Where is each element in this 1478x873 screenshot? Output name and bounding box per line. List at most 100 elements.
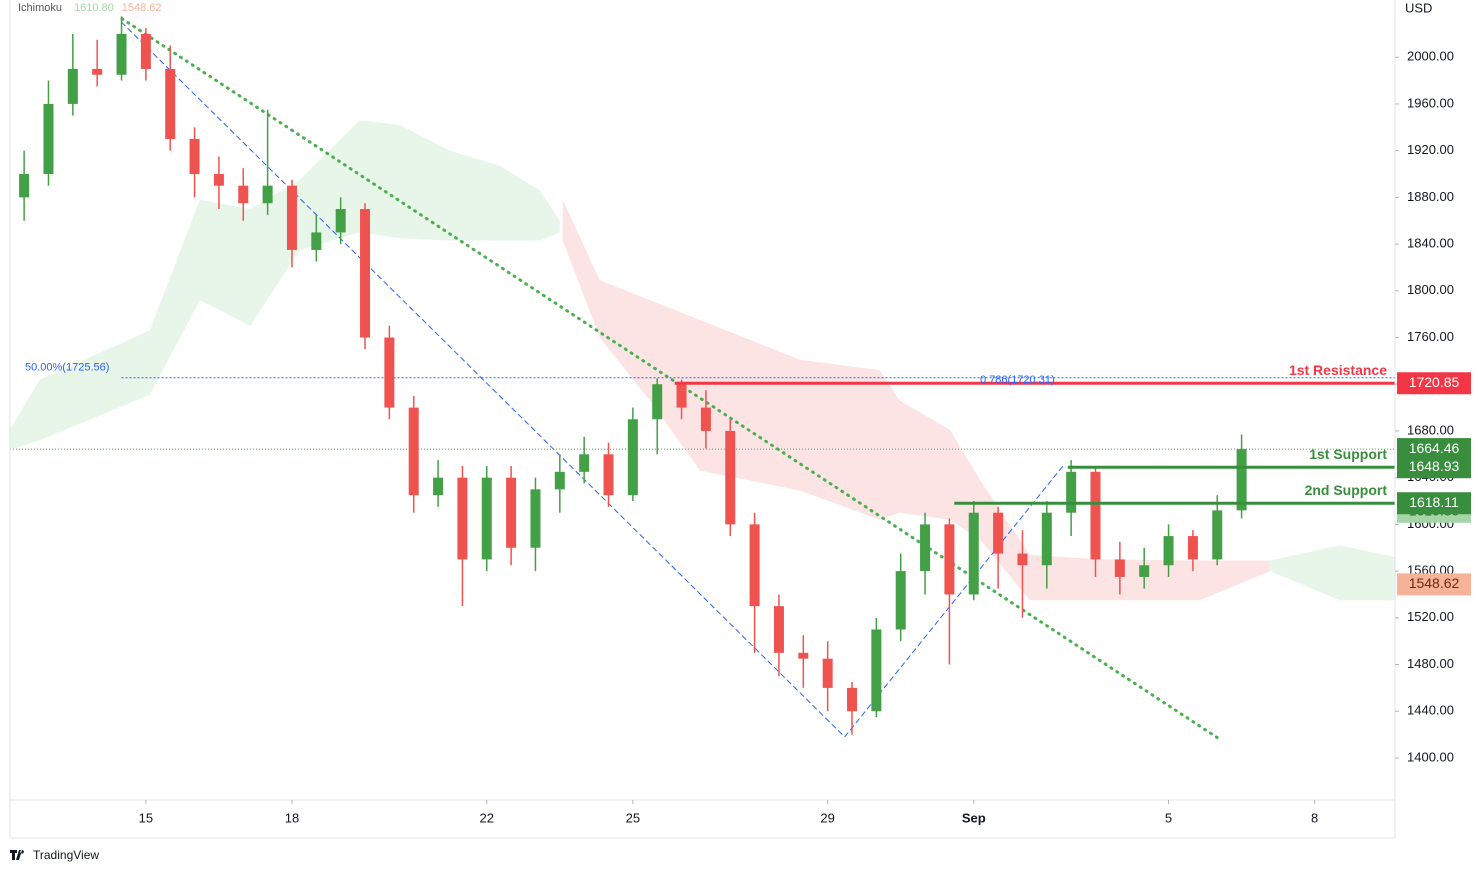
y-tick-label: 1400.00 [1407, 749, 1454, 764]
candle-body [920, 524, 931, 572]
candle-body [408, 407, 419, 496]
candle-body [530, 489, 541, 548]
candle-body [1066, 471, 1077, 513]
plot-area [10, 16, 1395, 742]
ichimoku-cloud [1269, 545, 1395, 601]
indicator-value: 1610.80 [74, 2, 114, 14]
candle-body [360, 209, 371, 338]
candle-body [603, 454, 614, 496]
y-tick-label: 1760.00 [1407, 329, 1454, 344]
candle-body [676, 384, 687, 408]
candle-body [67, 68, 78, 104]
candle-body [262, 185, 273, 204]
last-price-label: 1664.46 [1409, 440, 1460, 456]
candle-body [1041, 512, 1052, 566]
indicator-name: Ichimoku [18, 2, 62, 14]
level-label: 1648.93 [1409, 458, 1460, 474]
candle-body [1139, 565, 1150, 577]
candle-body [1090, 471, 1101, 560]
y-tick-label: 1520.00 [1407, 609, 1454, 624]
candle-body [92, 68, 103, 75]
y-tick-label: 1920.00 [1407, 142, 1454, 157]
y-tick-label: 1800.00 [1407, 282, 1454, 297]
y-tick-label: 1840.00 [1407, 236, 1454, 251]
level-name: 1st Resistance [1289, 362, 1387, 378]
x-tick-label: 22 [480, 810, 494, 825]
candle-body [43, 103, 54, 175]
candle-body [895, 571, 906, 630]
candle-body [384, 337, 395, 408]
candle-body [579, 454, 590, 472]
candle-body [311, 232, 322, 250]
trend-line [120, 17, 1224, 742]
candle-body [1163, 536, 1174, 566]
y-tick-label: 2000.00 [1407, 49, 1454, 64]
candle-body [1212, 510, 1223, 560]
candle-body [749, 524, 760, 607]
level-name: 1st Support [1309, 446, 1387, 462]
ichimoku-cloud [10, 120, 560, 450]
candle-body [213, 174, 224, 186]
fib-label: 50.00%(1725.56) [25, 362, 109, 374]
logo: TradingView [10, 848, 99, 862]
logo-icon [10, 850, 24, 860]
last-price-box [1397, 438, 1471, 461]
level-label: 1720.85 [1409, 374, 1460, 390]
x-tick-label: 5 [1165, 810, 1172, 825]
trend-line [121, 21, 1065, 738]
candle-body [19, 174, 30, 198]
y-tick-label: 1440.00 [1407, 703, 1454, 718]
candle-body [993, 512, 1004, 554]
candle-body [1236, 449, 1247, 511]
y-tick-label: 1880.00 [1407, 189, 1454, 204]
fib-label: 0.786(1720.31) [980, 374, 1055, 386]
y-tick-label: 1480.00 [1407, 656, 1454, 671]
level-box [1397, 372, 1471, 395]
x-tick-label: 8 [1311, 810, 1318, 825]
x-tick-label: 29 [820, 810, 834, 825]
level-label: 1618.11 [1409, 494, 1459, 510]
candle-body [773, 606, 784, 653]
candle-body [1114, 559, 1125, 577]
candle-body [286, 185, 297, 250]
level-box [1397, 456, 1471, 479]
candle-body [433, 477, 444, 496]
y-tick-label: 1680.00 [1407, 422, 1454, 437]
indicator-value: 1548.62 [122, 2, 162, 14]
indicator-label: 1548.62 [1409, 575, 1460, 591]
candle-body [189, 138, 200, 175]
candle-body [116, 33, 127, 75]
candle-body [140, 33, 151, 69]
candle-body [871, 629, 882, 712]
ichimoku-cloud [562, 199, 1270, 601]
x-tick-label: 25 [626, 810, 640, 825]
candle-body [481, 477, 492, 560]
brand: TradingView [33, 848, 99, 862]
x-tick-label: 15 [139, 810, 153, 825]
candle-body [238, 185, 249, 204]
candle-body [725, 430, 736, 525]
x-tick-label: 18 [285, 810, 299, 825]
indicator-box [1397, 573, 1471, 596]
level-name: 2nd Support [1305, 482, 1388, 498]
candle-body [822, 658, 833, 688]
candle-body [1017, 553, 1028, 566]
candle-body [165, 68, 176, 139]
candle-body [627, 419, 638, 496]
level-box [1397, 492, 1471, 515]
y-tick-label: 1960.00 [1407, 95, 1454, 110]
x-tick-label: Sep [962, 810, 986, 825]
candle-body [652, 384, 663, 420]
currency: USD [1405, 0, 1432, 15]
candle-body [700, 407, 711, 431]
candle-body [1187, 536, 1198, 560]
candle-body [968, 512, 979, 595]
candle-body [457, 477, 468, 560]
candle-body [335, 209, 346, 233]
candle-body [798, 652, 809, 659]
candle-body [554, 471, 565, 490]
candle-body [944, 524, 955, 595]
candle-body [506, 477, 517, 548]
